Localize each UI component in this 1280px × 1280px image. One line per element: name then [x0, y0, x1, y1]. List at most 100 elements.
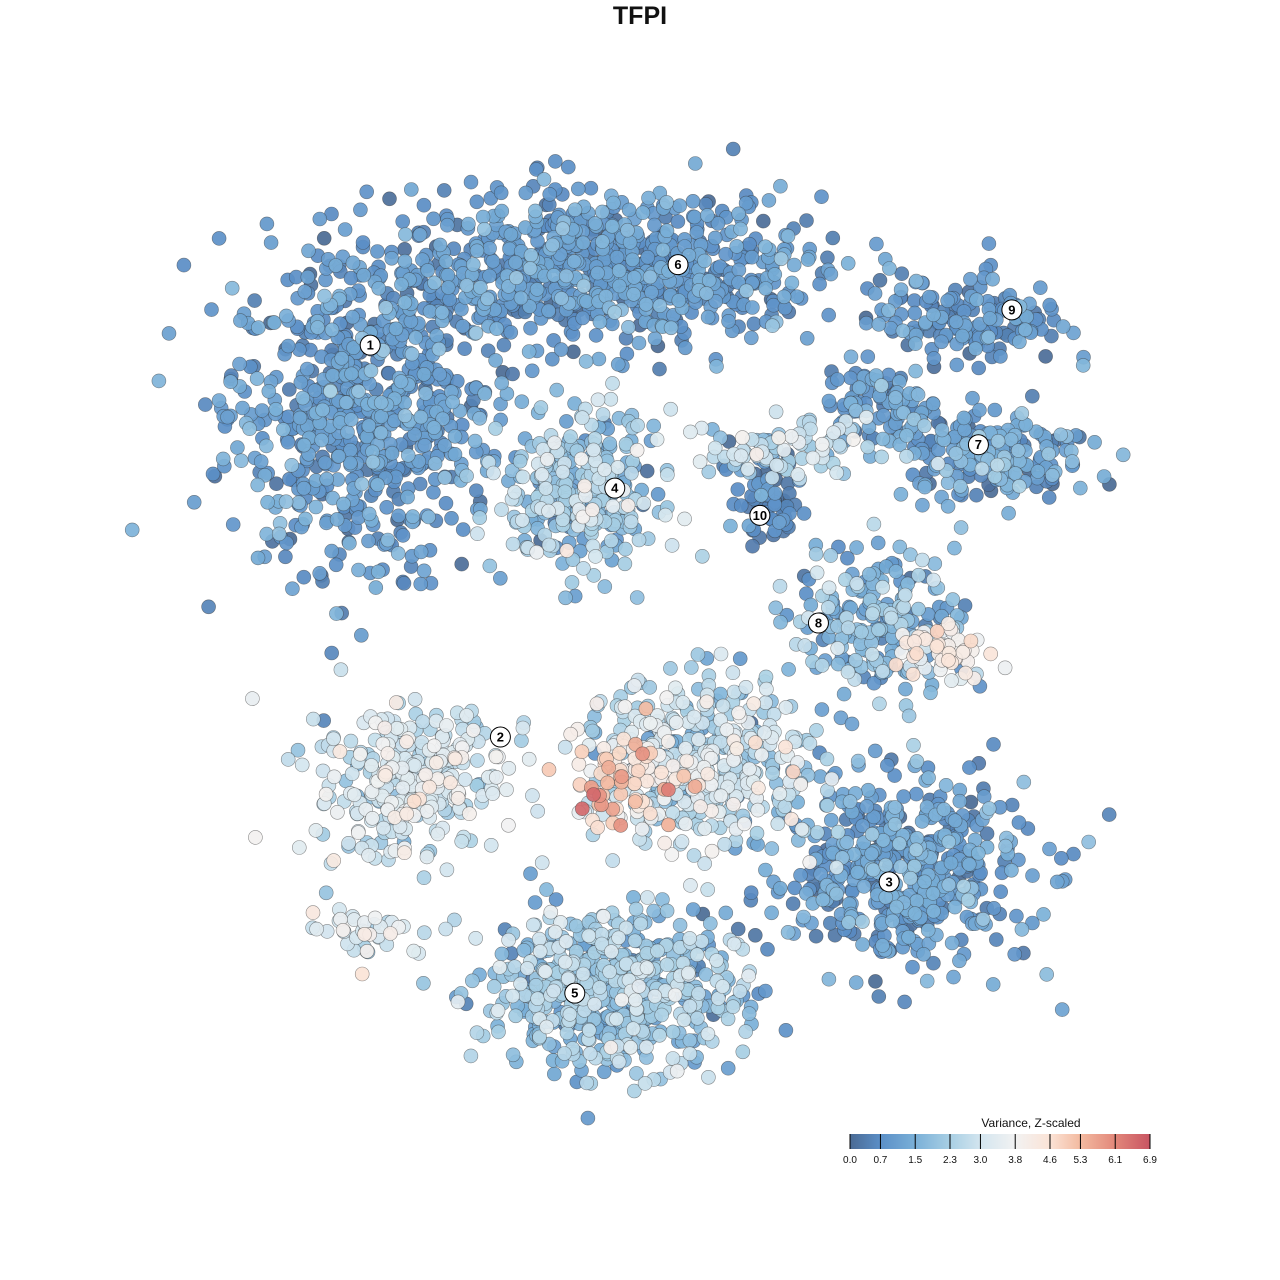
data-point	[439, 217, 455, 233]
data-point	[639, 1039, 654, 1055]
cluster-label-2: 2	[489, 726, 511, 748]
data-point	[533, 400, 549, 415]
data-point	[507, 484, 522, 500]
data-point	[830, 824, 846, 840]
data-point	[726, 797, 741, 812]
data-point	[560, 159, 576, 175]
data-point	[419, 849, 435, 865]
data-point	[909, 754, 925, 769]
data-point	[406, 943, 422, 959]
data-point	[527, 895, 543, 910]
data-point	[864, 826, 880, 842]
data-point	[176, 257, 192, 273]
data-point	[709, 359, 724, 374]
data-point	[512, 453, 528, 469]
data-point	[826, 425, 841, 441]
data-point	[596, 909, 611, 924]
data-point	[914, 814, 930, 829]
data-point	[639, 960, 655, 976]
data-point	[488, 769, 504, 785]
data-point	[514, 733, 529, 748]
data-point	[908, 273, 924, 289]
data-point	[493, 185, 509, 201]
data-point	[1014, 406, 1030, 421]
data-point	[940, 475, 956, 491]
data-point	[776, 289, 792, 305]
data-point	[731, 705, 746, 721]
data-point	[421, 509, 436, 525]
data-point	[908, 842, 924, 858]
data-point	[595, 407, 611, 422]
data-point	[956, 878, 972, 894]
data-point	[603, 533, 619, 549]
data-point	[361, 418, 377, 434]
data-point	[373, 425, 389, 441]
data-point	[492, 960, 508, 975]
data-point	[266, 315, 282, 330]
data-point	[482, 268, 497, 284]
data-point	[623, 514, 639, 530]
data-point	[901, 929, 916, 945]
data-point	[482, 558, 498, 574]
data-point	[488, 749, 504, 765]
data-point	[445, 394, 460, 410]
data-point	[548, 892, 564, 907]
data-point	[582, 1046, 598, 1061]
data-point	[431, 341, 447, 357]
data-point	[465, 257, 481, 272]
data-point	[946, 969, 961, 985]
data-point	[607, 305, 623, 320]
cluster-label-text: 5	[571, 986, 578, 1001]
data-point	[324, 645, 340, 661]
data-point	[342, 535, 357, 551]
data-point	[741, 1006, 757, 1021]
data-point	[753, 487, 769, 503]
data-point	[909, 646, 925, 661]
data-point	[1042, 297, 1057, 313]
data-point	[914, 552, 930, 568]
data-point	[802, 736, 818, 751]
data-point	[869, 236, 884, 252]
data-point	[459, 468, 474, 484]
data-point	[781, 662, 796, 677]
legend-tick-label: 0.7	[873, 1155, 887, 1166]
data-point	[733, 448, 749, 464]
data-point	[659, 690, 675, 706]
data-point	[750, 780, 766, 796]
data-point	[463, 174, 479, 190]
data-point	[1096, 469, 1112, 484]
data-point	[969, 292, 984, 308]
data-point	[468, 325, 484, 341]
data-point	[578, 354, 594, 369]
data-point	[707, 230, 723, 246]
data-point	[370, 477, 385, 493]
data-point	[646, 903, 662, 919]
data-point	[633, 916, 649, 932]
data-point	[340, 424, 355, 440]
data-point	[755, 213, 771, 229]
data-point	[371, 280, 387, 296]
data-point	[482, 241, 497, 256]
data-point	[864, 646, 880, 662]
data-point	[335, 922, 351, 938]
data-point	[690, 647, 706, 662]
data-point	[542, 187, 558, 202]
data-point	[709, 953, 724, 968]
data-point	[948, 314, 964, 330]
data-point	[700, 309, 716, 325]
data-point	[536, 172, 552, 187]
data-point	[993, 884, 1009, 900]
data-point	[707, 440, 723, 456]
data-point	[581, 928, 597, 944]
data-point	[621, 202, 637, 218]
data-point	[725, 665, 741, 681]
data-point	[455, 522, 471, 537]
data-point	[759, 681, 774, 697]
data-point	[541, 503, 556, 519]
data-point	[566, 254, 582, 269]
cluster-label-text: 3	[886, 874, 893, 889]
data-point	[557, 484, 573, 500]
data-point	[906, 737, 921, 753]
data-point	[291, 495, 307, 511]
data-point	[355, 235, 371, 250]
